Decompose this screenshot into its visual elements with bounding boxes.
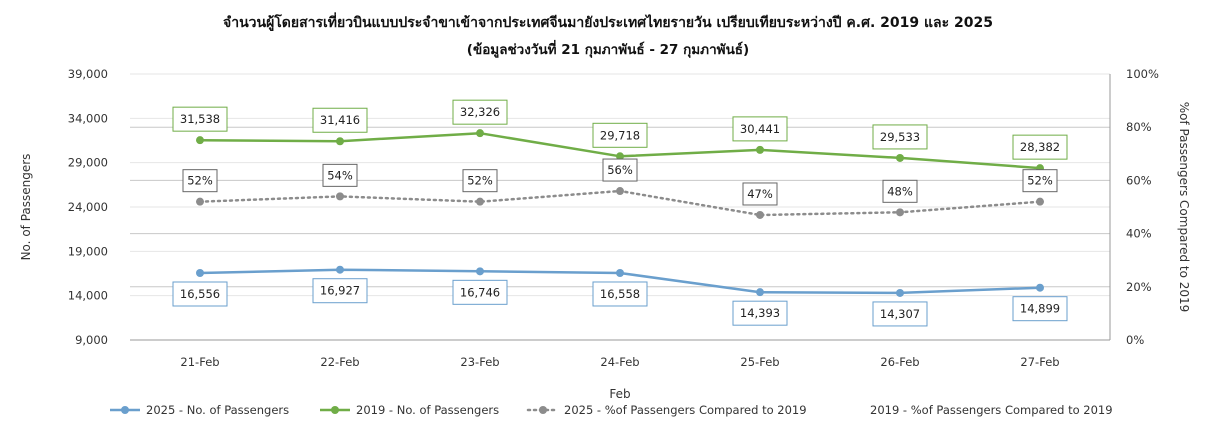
data-label-0: 14,307 [880, 307, 920, 321]
data-label-0: 16,558 [600, 287, 640, 301]
chart-title: จำนวนผู้โดยสารเที่ยวบินแบบประจำขาเข้าจาก… [223, 15, 993, 31]
data-label-1: 30,441 [740, 122, 780, 136]
y2-tick-label: 100% [1126, 67, 1159, 81]
y2-axis-title: %of Passengers Compared to 2019 [1177, 102, 1191, 313]
data-label-0: 16,927 [320, 284, 360, 298]
y2-tick-label: 40% [1126, 227, 1152, 241]
y-tick-label: 19,000 [68, 244, 108, 258]
data-label-0: 14,393 [740, 306, 780, 320]
data-label-box-2 [602, 158, 638, 182]
x-tick-label: 22-Feb [320, 355, 359, 369]
data-label-1: 32,326 [460, 105, 500, 119]
y-tick-label: 9,000 [75, 333, 108, 347]
data-label-1: 28,382 [1020, 140, 1060, 154]
y2-tick-label: 0% [1126, 333, 1144, 347]
x-tick-label: 21-Feb [180, 355, 219, 369]
data-label-2: 54% [327, 168, 353, 182]
legend-swatch-marker [331, 406, 339, 414]
data-label-box-0 [872, 301, 928, 327]
data-point-0 [616, 268, 624, 277]
legend-label: 2019 - No. of Passengers [356, 403, 499, 417]
data-point-2 [196, 197, 204, 206]
data-label-box-2 [1022, 169, 1058, 193]
data-point-1 [476, 129, 484, 138]
y-axis-title: No. of Passengers [19, 154, 33, 261]
data-point-1 [616, 152, 624, 161]
data-point-2 [896, 208, 904, 217]
data-label-box-0 [312, 278, 368, 304]
data-point-1 [756, 145, 764, 154]
data-label-2: 48% [887, 184, 913, 198]
data-label-box-2 [882, 179, 918, 203]
data-label-box-1 [172, 106, 228, 132]
data-label-box-0 [452, 279, 508, 305]
data-point-1 [896, 153, 904, 162]
data-point-1 [196, 136, 204, 145]
data-label-box-0 [732, 300, 788, 326]
data-point-0 [756, 288, 764, 297]
data-label-box-2 [322, 163, 358, 187]
data-point-2 [336, 192, 344, 201]
data-label-0: 14,899 [1020, 302, 1060, 316]
data-label-2: 56% [607, 163, 633, 177]
data-label-1: 29,533 [880, 130, 920, 144]
legend-label: 2019 - %of Passengers Compared to 2019 [870, 403, 1113, 417]
data-point-2 [1036, 197, 1044, 206]
data-label-1: 29,718 [600, 128, 640, 142]
data-point-2 [756, 210, 764, 219]
data-label-1: 31,538 [180, 112, 220, 126]
data-label-2: 52% [1027, 174, 1053, 188]
y2-tick-label: 20% [1126, 280, 1152, 294]
y-tick-label: 14,000 [68, 289, 108, 303]
data-label-box-2 [462, 169, 498, 193]
data-point-0 [336, 265, 344, 274]
data-point-0 [896, 288, 904, 297]
data-label-0: 16,556 [180, 287, 220, 301]
data-label-2: 52% [187, 174, 213, 188]
y-tick-label: 29,000 [68, 156, 108, 170]
x-tick-label: 23-Feb [460, 355, 499, 369]
data-label-box-2 [182, 169, 218, 193]
legend-swatch-marker [121, 406, 129, 414]
chart-subtitle: (ข้อมูลช่วงวันที่ 21 กุมภาพันธ์ - 27 กุม… [466, 42, 750, 58]
data-label-box-0 [1012, 296, 1068, 322]
legend-swatch-marker [539, 406, 547, 414]
data-point-0 [476, 267, 484, 276]
data-point-2 [616, 187, 624, 196]
data-label-2: 52% [467, 174, 493, 188]
data-label-box-1 [872, 124, 928, 150]
data-label-box-1 [732, 116, 788, 142]
y-tick-label: 39,000 [68, 67, 108, 81]
y-tick-label: 24,000 [68, 200, 108, 214]
legend-label: 2025 - %of Passengers Compared to 2019 [564, 403, 807, 417]
y2-tick-label: 60% [1126, 173, 1152, 187]
data-point-0 [196, 269, 204, 278]
x-tick-label: 27-Feb [1020, 355, 1059, 369]
legend-label: 2025 - No. of Passengers [146, 403, 289, 417]
data-label-box-1 [592, 122, 648, 148]
data-label-box-0 [172, 281, 228, 307]
x-tick-label: 24-Feb [600, 355, 639, 369]
data-label-1: 31,416 [320, 113, 360, 127]
data-point-1 [336, 137, 344, 146]
y2-tick-label: 80% [1126, 120, 1152, 134]
data-point-2 [476, 197, 484, 206]
data-point-0 [1036, 283, 1044, 292]
x-axis-title: Feb [609, 387, 630, 401]
data-label-0: 16,746 [460, 285, 500, 299]
data-label-2: 47% [747, 187, 773, 201]
x-tick-label: 25-Feb [740, 355, 779, 369]
data-label-box-1 [312, 107, 368, 133]
x-tick-label: 26-Feb [880, 355, 919, 369]
data-label-box-1 [1012, 134, 1068, 160]
data-label-box-2 [742, 182, 778, 206]
y-tick-label: 34,000 [68, 111, 108, 125]
data-label-box-1 [452, 99, 508, 125]
data-label-box-0 [592, 281, 648, 307]
